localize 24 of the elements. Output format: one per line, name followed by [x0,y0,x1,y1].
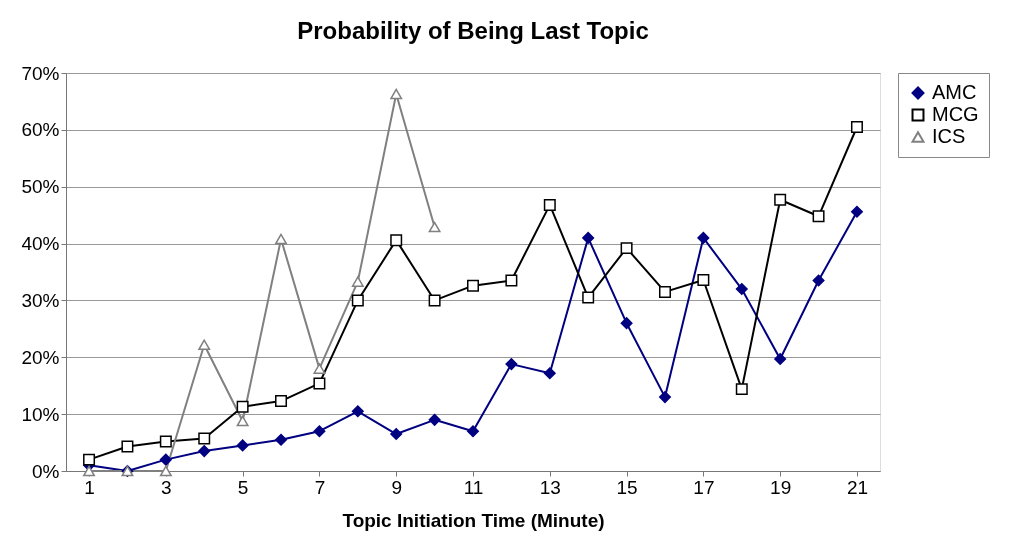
legend-label: MCG [932,103,979,125]
x-tick-label: 1 [84,476,95,498]
x-tick-label: 9 [391,476,402,498]
y-tick-label: 60% [21,119,60,141]
y-tick-label: 30% [21,289,60,311]
y-tick-label: 40% [21,233,60,255]
x-tick-label: 19 [770,476,792,498]
chart-title: Probability of Being Last Topic [297,17,649,44]
x-tick-label: 15 [616,476,638,498]
x-tick-label: 11 [463,476,484,498]
legend-label: ICS [932,125,966,147]
x-tick-label: 5 [237,476,249,498]
x-axis-title: Topic Initiation Time (Minute) [342,509,605,531]
y-tick-label: 0% [32,460,60,482]
y-tick-label: 10% [21,403,60,425]
x-tick-label: 17 [693,476,715,498]
x-tick-label: 3 [161,476,172,498]
x-tick-label: 7 [314,476,326,498]
y-tick-label: 70% [21,62,60,84]
legend-label: AMC [932,81,977,103]
y-tick-label: 50% [21,176,60,198]
x-tick-label: 21 [846,476,869,498]
x-tick-label: 13 [539,476,561,498]
y-tick-label: 20% [21,346,60,368]
